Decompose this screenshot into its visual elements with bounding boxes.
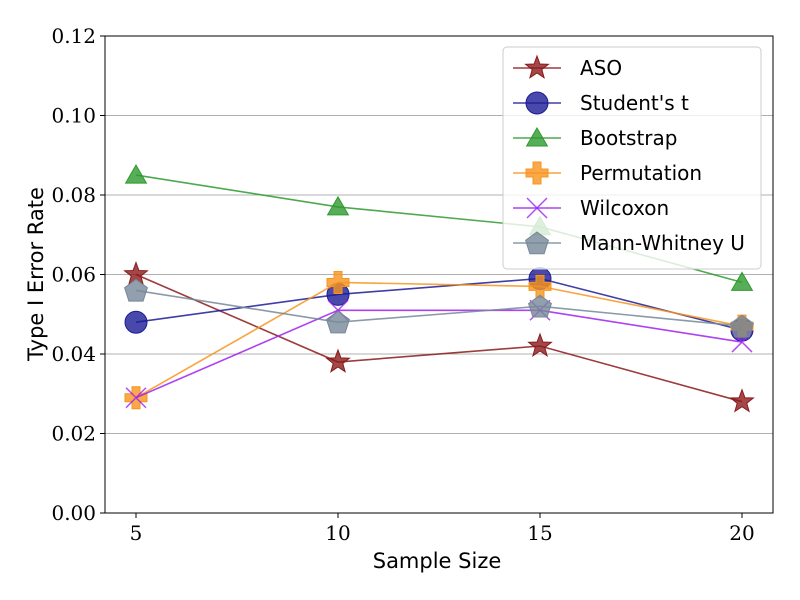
data-point [528, 274, 552, 298]
series-line [135, 289, 743, 327]
data-point [326, 310, 350, 334]
data-point [527, 332, 553, 357]
series-line [135, 309, 743, 399]
legend-label: ASO [580, 56, 622, 80]
series-line [135, 281, 743, 399]
data-point [325, 348, 351, 373]
data-point [528, 294, 552, 318]
legend-marker [525, 161, 549, 185]
y-tick-label: 0.00 [51, 501, 96, 525]
series-mann-whitney-u [124, 278, 754, 338]
y-tick-label: 0.02 [51, 422, 96, 446]
legend-item: Bootstrap [513, 126, 677, 150]
data-point [730, 314, 754, 338]
series-student-s-t [124, 266, 754, 342]
y-tick-label: 0.10 [51, 104, 96, 128]
data-point [729, 388, 755, 413]
legend-item: Permutation [513, 161, 702, 185]
data-point [124, 310, 148, 334]
data-point [124, 278, 148, 302]
legend-box [502, 46, 762, 270]
legend-label: Bootstrap [580, 126, 677, 150]
data-point [326, 270, 350, 294]
legend-marker [524, 54, 550, 79]
x-axis-label: Sample Size [373, 549, 502, 573]
y-tick-label: 0.06 [51, 263, 96, 287]
x-tick-label: 15 [527, 521, 552, 545]
legend-label: Wilcoxon [580, 196, 669, 220]
legend-label: Permutation [580, 161, 702, 185]
series-aso [123, 261, 755, 413]
legend: ASO Student's t Bootstrap Permutation Wilcox… [502, 46, 762, 270]
legend-marker [526, 197, 548, 219]
legend-label: Student's t [580, 91, 689, 115]
legend-marker [525, 231, 549, 255]
legend-item: ASO [513, 54, 622, 80]
x-tick-label: 10 [325, 521, 350, 545]
data-point [730, 271, 754, 291]
y-axis-label: Type I Error Rate [24, 187, 48, 362]
series-layer [123, 164, 755, 413]
series-line [135, 277, 743, 331]
y-tick-label: 0.12 [51, 24, 96, 48]
data-point [326, 195, 350, 216]
x-tick-label: 20 [729, 521, 754, 545]
data-point [124, 164, 148, 184]
legend-marker [525, 91, 549, 115]
legend-item: Student's t [513, 91, 689, 115]
y-tick-label: 0.08 [51, 183, 96, 207]
series-line [135, 273, 743, 403]
legend-item: Mann-Whitney U [513, 231, 745, 255]
legend-item: Wilcoxon [513, 196, 669, 220]
axes: 0.00 0.02 0.04 0.06 0.08 0.10 0.12 5 10 15 20 [51, 24, 754, 545]
legend-marker [525, 127, 549, 147]
x-tick-label: 5 [130, 521, 143, 545]
y-tick-label: 0.04 [51, 342, 96, 366]
data-point [125, 387, 147, 409]
legend-label: Mann-Whitney U [580, 231, 745, 255]
series-permutation [124, 270, 754, 410]
